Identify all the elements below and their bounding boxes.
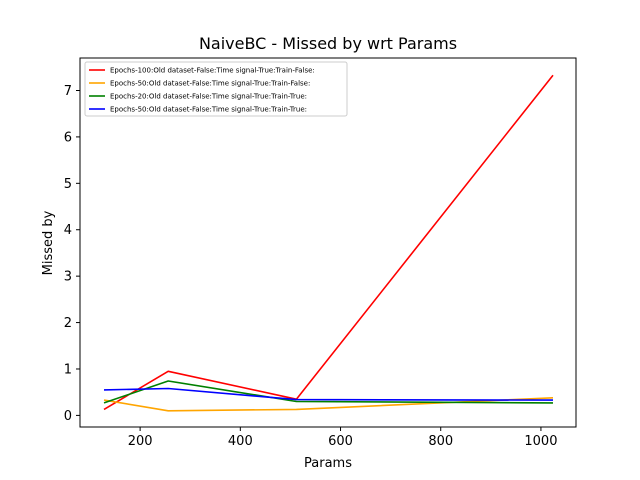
legend-label-4: Epochs-50:Old dataset-False:Time signal-… [110,106,307,114]
x-tick-label: 200 [128,434,153,449]
plot-lines [103,74,554,412]
x-tick-label: 400 [228,434,253,449]
series-line-2 [103,397,554,412]
x-tick-label: 600 [328,434,353,449]
chart-title: NaiveBC - Missed by wrt Params [199,34,457,53]
x-tick-label: 800 [428,434,453,449]
y-tick-label: 5 [64,177,72,192]
x-tick-label: 1000 [524,434,557,449]
y-tick-label: 0 [64,409,72,424]
series-line-1 [103,74,554,411]
legend-box [84,61,348,117]
y-tick-label: 6 [64,130,72,145]
legend-label-3: Epochs-20:Old dataset-False:Time signal-… [110,93,307,101]
y-axis: 0 1 2 3 4 5 6 7 [64,84,80,424]
series-line-4 [103,387,554,401]
legend-label-2: Epochs-50:Old dataset-False:Time signal-… [110,80,310,88]
x-axis-label: Params [304,456,352,471]
plot-frame [79,57,577,428]
legend: Epochs-100:Old dataset-False:Time signal… [84,61,348,117]
y-tick-label: 4 [64,223,72,238]
legend-label-1: Epochs-100:Old dataset-False:Time signal… [110,67,315,75]
x-axis: 200 400 600 800 1000 [128,427,557,449]
y-axis-label: Missed by [41,210,56,275]
y-tick-label: 1 [64,362,72,377]
y-tick-label: 7 [64,84,72,99]
series-line-3 [103,380,554,404]
y-tick-label: 3 [64,270,72,285]
y-tick-label: 2 [64,316,72,331]
